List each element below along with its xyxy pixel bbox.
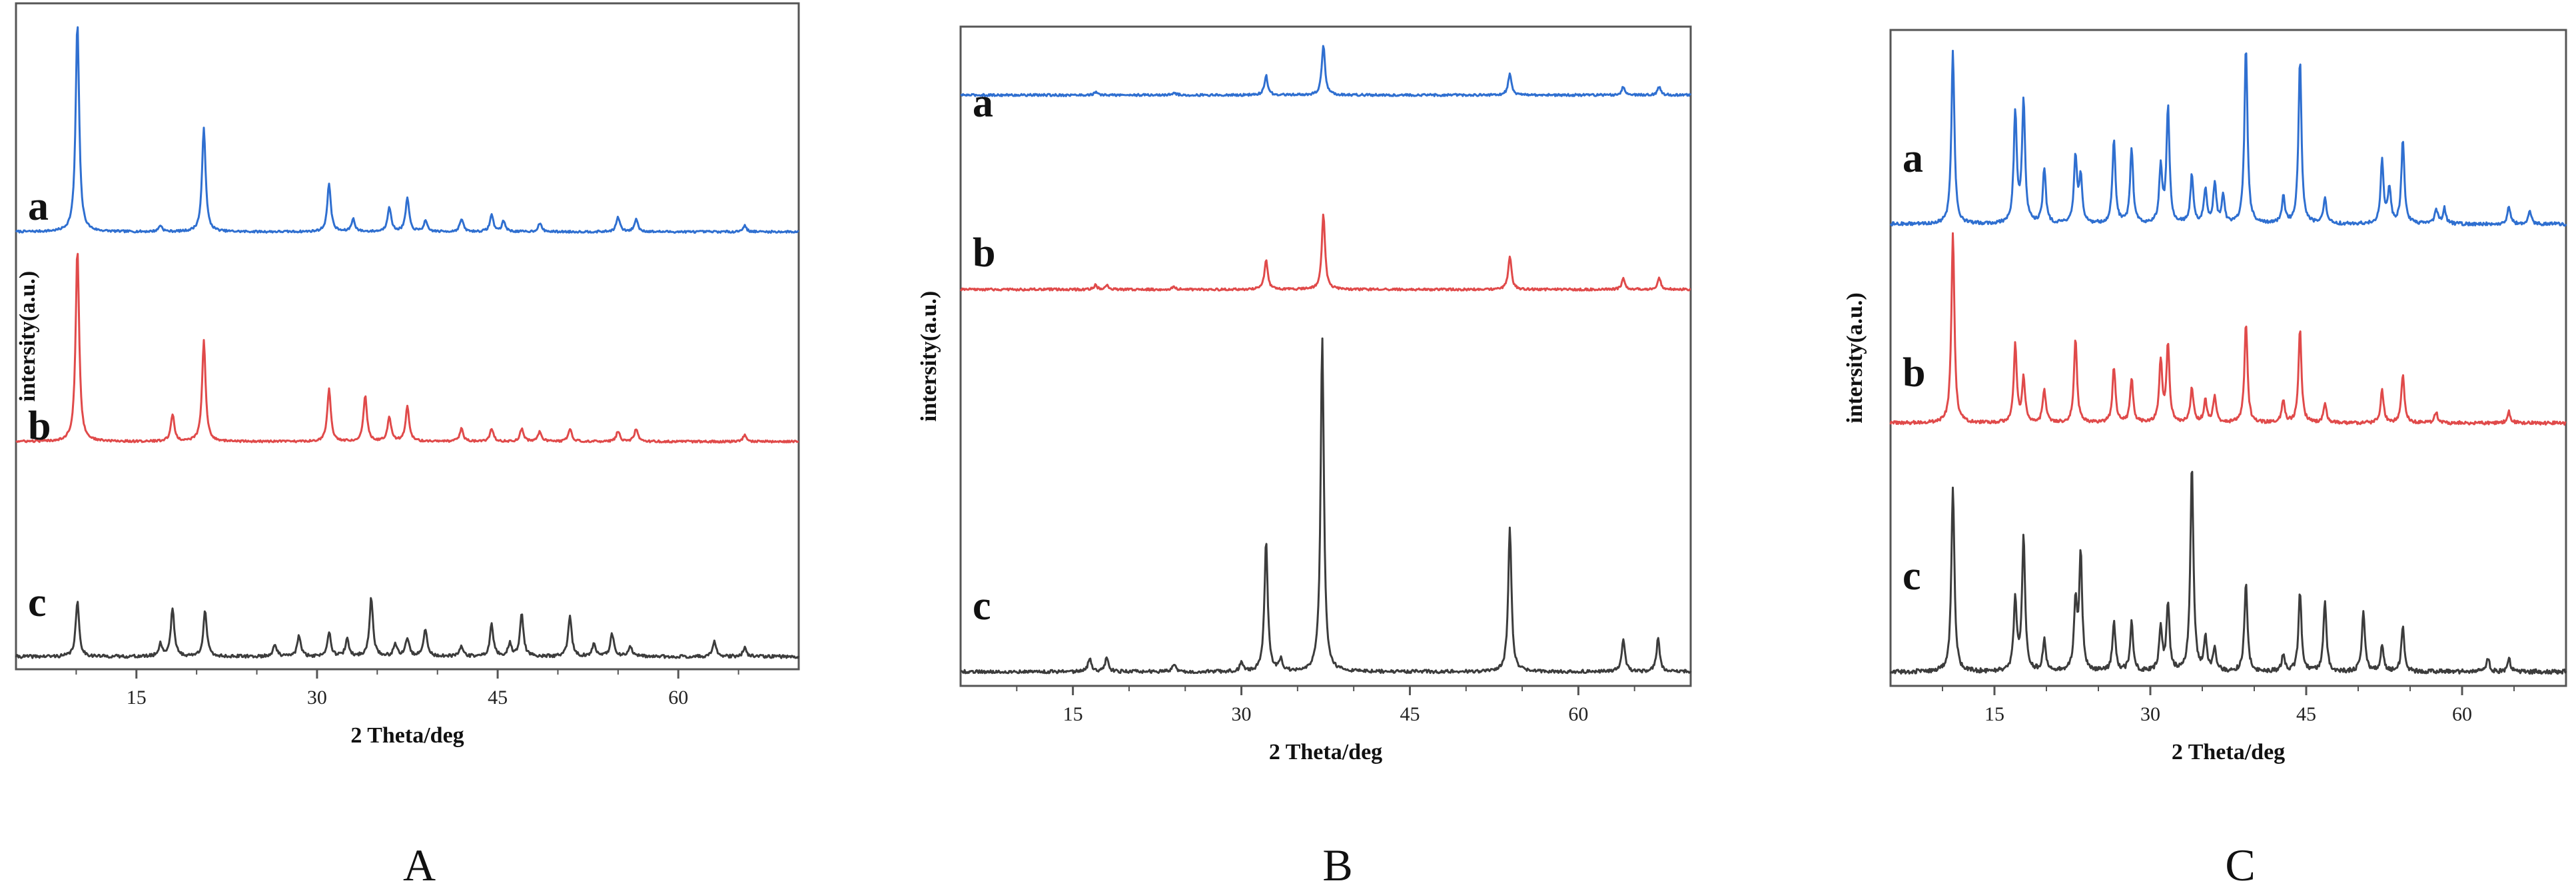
series-label-a: a <box>1903 136 1923 181</box>
x-tick-label: 30 <box>307 687 327 709</box>
plot-frame <box>1889 29 2567 687</box>
x-axis-title: 2 Theta/deg <box>350 723 464 748</box>
series-line-b <box>959 213 1691 292</box>
series-line-c <box>15 597 800 659</box>
y-axis-title: intersity(a.u.) <box>917 291 941 422</box>
series-line-c <box>960 337 1692 675</box>
panel-caption: B <box>1322 840 1352 890</box>
x-tick-label: 15 <box>1063 703 1083 725</box>
plot-frame <box>15 2 800 671</box>
x-tick-label: 15 <box>127 687 147 709</box>
panel-caption: C <box>2225 840 2255 890</box>
x-axis-title: 2 Theta/deg <box>2172 740 2285 764</box>
series-label-b: b <box>1903 350 1925 396</box>
x-tick-label: 45 <box>1400 703 1420 725</box>
series-label-b: b <box>28 404 51 449</box>
x-tick-label: 60 <box>668 687 688 709</box>
x-tick-label: 30 <box>1232 703 1252 725</box>
series-label-a: a <box>973 81 993 126</box>
y-axis-title: intersity(a.u.) <box>1843 292 1867 423</box>
series-label-c: c <box>973 583 991 629</box>
xrd-panel-a: 15 30 45 60 2 Theta/deg intersity(a.u.) a b c A <box>15 2 800 890</box>
series-label-b: b <box>973 230 995 276</box>
series-label-c: c <box>1903 553 1921 599</box>
panel-caption: A <box>403 840 436 890</box>
series-label-a: a <box>28 184 49 229</box>
series-line-c <box>1889 471 2567 675</box>
series-line-b <box>15 252 799 444</box>
series-label-c: c <box>28 580 47 625</box>
xrd-panel-c: 15 30 45 60 2 Theta/deg intersity(a.u.) a b c C <box>1843 29 2567 890</box>
x-tick-label: 60 <box>1568 703 1588 725</box>
x-tick-label: 45 <box>2296 703 2316 725</box>
series-line-a <box>1889 49 2567 227</box>
y-axis-title: intersity(a.u.) <box>15 271 40 402</box>
x-tick-label: 45 <box>488 687 508 709</box>
xrd-panel-b: 15 30 45 60 2 Theta/deg intersity(a.u.) a b c B <box>917 25 1692 890</box>
series-line-a <box>15 26 799 234</box>
x-tick-label: 15 <box>1984 703 2004 725</box>
series-line-b <box>1889 232 2567 426</box>
x-tick-label: 30 <box>2140 703 2160 725</box>
x-tick-label: 60 <box>2452 703 2472 725</box>
plot-frame <box>959 25 1692 687</box>
x-axis-title: 2 Theta/deg <box>1269 740 1382 764</box>
series-line-a <box>960 45 1692 97</box>
